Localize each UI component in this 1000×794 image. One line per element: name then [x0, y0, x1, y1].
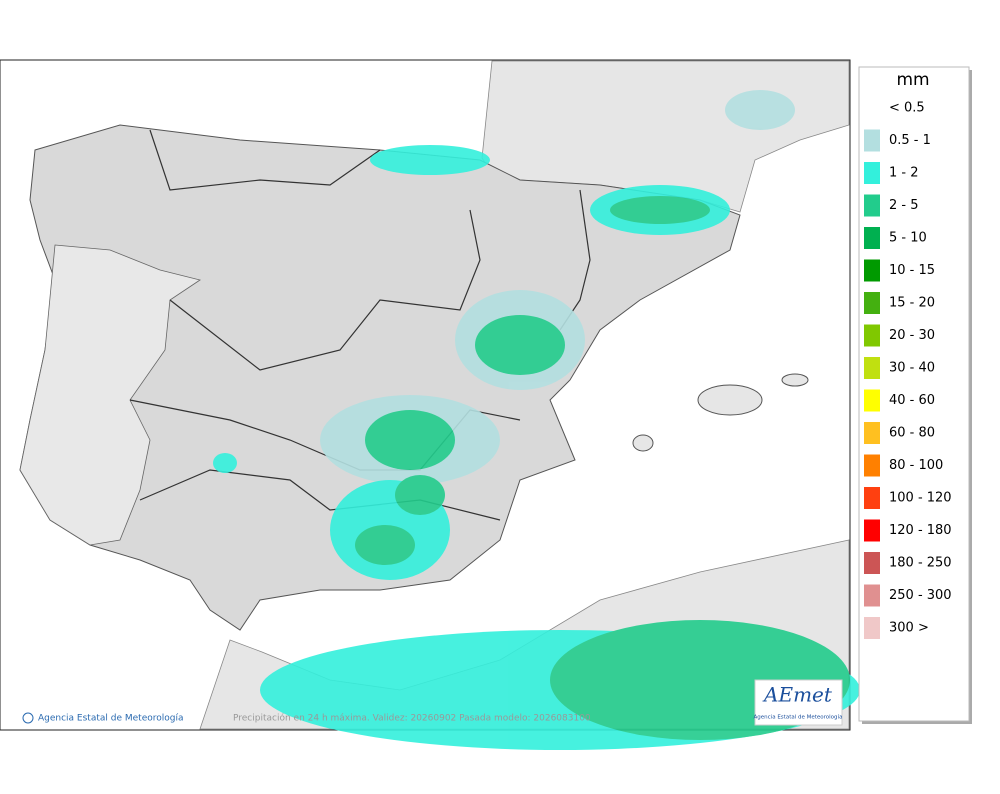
precip-area [395, 475, 445, 515]
legend-label: 250 - 300 [889, 588, 952, 603]
legend-swatch [864, 129, 880, 152]
legend-swatch [864, 227, 880, 249]
precipitation [213, 90, 860, 750]
portugal [19, 244, 201, 546]
legend-swatch [864, 162, 880, 184]
logo-box [754, 679, 843, 726]
legend: mm < 0.5 0.5 - 1 1 - 2 2 - 5 5 - 10 10 - 15 15… [858, 66, 972, 724]
credit: Agencia Estatal de Meteorología [38, 714, 184, 724]
legend-label: 10 - 15 [889, 263, 935, 278]
ibiza [632, 434, 654, 452]
legend-label: 180 - 250 [889, 556, 952, 571]
menorca [781, 373, 809, 387]
mallorca [697, 384, 763, 416]
copyright-icon [22, 712, 34, 724]
legend-label: 100 - 120 [889, 491, 952, 506]
legend-swatch [864, 617, 880, 639]
legend-swatch [864, 422, 880, 444]
legend-label: 2 - 5 [889, 198, 919, 213]
legend-swatch [864, 584, 880, 607]
legend-swatch [864, 519, 880, 542]
legend-swatch [864, 357, 880, 379]
legend-label: 0.5 - 1 [889, 133, 931, 148]
precip-area [475, 315, 565, 375]
precip-area [610, 196, 710, 224]
legend-label: 300 > [889, 621, 929, 636]
legend-swatch [864, 194, 880, 217]
caption: Precipitación en 24 h máxima. Validez: 2… [233, 713, 591, 724]
legend-swatch [864, 292, 880, 314]
precip-area [725, 90, 795, 130]
legend-label: 60 - 80 [889, 426, 935, 441]
legend-label: 15 - 20 [889, 296, 935, 311]
legend-label: 5 - 10 [889, 231, 927, 246]
legend-swatch [864, 324, 880, 347]
legend-label: 80 - 100 [889, 458, 943, 473]
legend-label: < 0.5 [889, 101, 925, 116]
legend-label: 120 - 180 [889, 523, 952, 538]
legend-label: 40 - 60 [889, 393, 935, 408]
precip-area [370, 145, 490, 175]
legend-swatch [864, 259, 880, 282]
legend-label: 1 - 2 [889, 166, 919, 181]
legend-swatch [864, 454, 880, 477]
logo-name: AEmet [762, 683, 833, 707]
logo-subtitle: Agencia Estatal de Meteorología [754, 714, 843, 721]
precip-area [355, 525, 415, 565]
border [149, 129, 381, 191]
border [169, 209, 481, 371]
legend-title: mm [896, 70, 929, 90]
legend-label: 20 - 30 [889, 328, 935, 343]
legend-label: 30 - 40 [889, 361, 935, 376]
legend-swatch [864, 487, 880, 509]
legend-swatch [864, 389, 880, 412]
legend-swatch [864, 552, 880, 574]
precip-area [365, 410, 455, 470]
precip-area [213, 453, 237, 473]
map: Agencia Estatal de Meteorología Precipit… [0, 59, 860, 750]
